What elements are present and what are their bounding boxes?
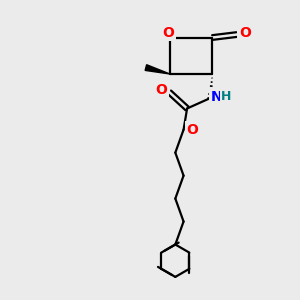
Text: N: N (211, 90, 222, 104)
Text: H: H (221, 91, 231, 103)
Text: O: O (239, 26, 251, 40)
Text: O: O (155, 83, 167, 97)
Text: O: O (187, 123, 198, 137)
Polygon shape (145, 65, 170, 74)
Text: O: O (163, 26, 175, 40)
